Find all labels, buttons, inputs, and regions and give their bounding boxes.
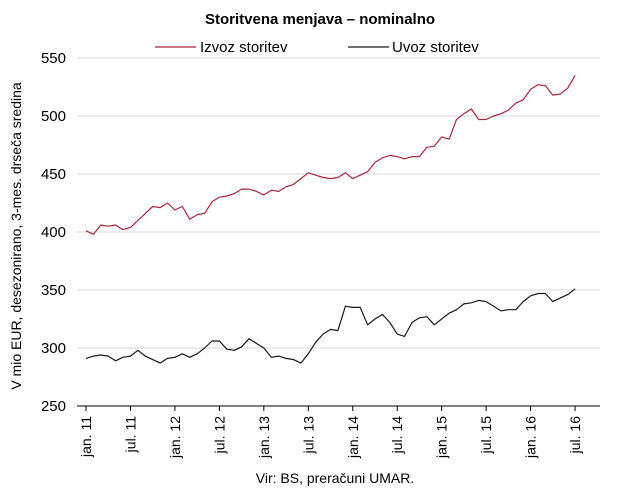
source-note: Vir: BS, preračuni UMAR. [256, 470, 414, 486]
x-tick-label: jul. 16 [567, 416, 583, 455]
x-tick-label: jan. 11 [78, 416, 94, 458]
legend-label-import: Uvoz storitev [392, 39, 479, 56]
x-tick-label: jan. 12 [167, 416, 183, 459]
x-tick-label: jan. 15 [434, 416, 450, 459]
y-tick-label: 250 [41, 398, 66, 415]
x-tick-label: jan. 16 [523, 416, 539, 459]
series-line-export [85, 75, 576, 235]
y-tick-label: 400 [41, 224, 66, 241]
chart-title: Storitvena menjava – nominalno [205, 11, 435, 28]
y-tick-label: 550 [41, 50, 66, 67]
x-tick-label: jul. 13 [300, 416, 316, 455]
x-tick-label: jul. 15 [478, 416, 494, 455]
y-axis-ticks: 250 300 350 400 450 500 550 [41, 50, 66, 415]
x-tick-label: jan. 13 [256, 416, 272, 459]
x-tick-label: jul. 14 [389, 416, 405, 455]
y-tick-label: 450 [41, 166, 66, 183]
y-tick-label: 300 [41, 340, 66, 357]
series-lines [85, 75, 576, 364]
x-tick-label: jan. 14 [345, 416, 361, 459]
x-tick-label: jul. 11 [122, 416, 138, 454]
y-axis-label: V mio EUR, desezonirano, 3-mes. drseča s… [8, 82, 24, 390]
y-tick-label: 350 [41, 282, 66, 299]
legend: Izvoz storitev Uvoz storitev [155, 39, 479, 56]
x-axis-ticks: jan. 11 jul. 11 jan. 12 jul. 12 jan. 13 jul. … [78, 406, 583, 459]
x-tick-label: jul. 12 [211, 416, 227, 455]
y-tick-label: 500 [41, 108, 66, 125]
series-line-import [85, 288, 576, 364]
legend-label-export: Izvoz storitev [200, 39, 288, 56]
gridlines [77, 57, 600, 407]
